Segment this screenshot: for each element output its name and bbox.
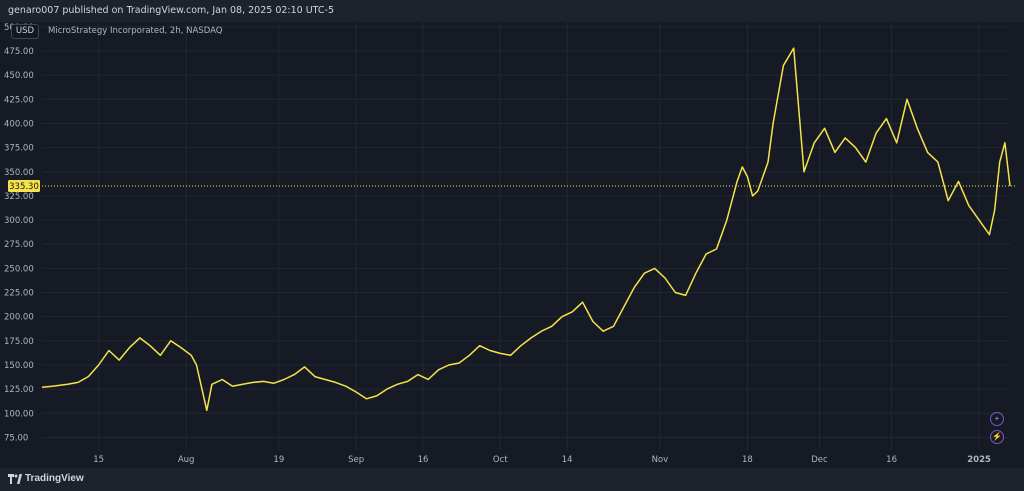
y-tick-label: 125.00	[4, 385, 34, 395]
footer-bar: TradingView	[0, 468, 1024, 491]
y-tick-label: 100.00	[4, 409, 34, 419]
x-tick-label: Aug	[178, 455, 195, 465]
x-tick-label: Oct	[493, 455, 508, 465]
currency-button[interactable]: USD	[11, 24, 39, 39]
lightning-icon[interactable]: ⚡	[990, 430, 1004, 444]
x-tick-label: 19	[273, 455, 284, 465]
chart-pane[interactable]	[0, 22, 1024, 468]
x-tick-label: 2025	[967, 455, 991, 465]
y-tick-label: 175.00	[4, 337, 34, 347]
y-tick-label: 350.00	[4, 168, 34, 178]
y-tick-label: 375.00	[4, 144, 34, 154]
x-tick-label: 15	[93, 455, 104, 465]
y-tick-label: 450.00	[4, 71, 34, 81]
x-tick-label: Sep	[348, 455, 364, 465]
x-tick-label: 14	[562, 455, 573, 465]
y-tick-label: 400.00	[4, 119, 34, 129]
last-price-label: 335.30	[8, 179, 40, 192]
x-tick-label: 18	[742, 455, 753, 465]
x-tick-label: 16	[886, 455, 897, 465]
y-tick-label: 475.00	[4, 47, 34, 57]
last-price-label-bg	[8, 179, 40, 192]
brand-name: TradingView	[25, 473, 84, 484]
symbol-title: MicroStrategy Incorporated, 2h, NASDAQ	[48, 26, 223, 36]
last-price-value: 335.30	[9, 182, 39, 192]
publish-bar: genaro007 published on TradingView.com, …	[0, 0, 1024, 22]
plus-icon[interactable]: +	[990, 412, 1004, 426]
y-axis: 75.00 100.00 125.00 150.00 175.00 200.00 225.0…	[4, 23, 34, 444]
y-tick-label: 225.00	[4, 289, 34, 299]
x-tick-label: Nov	[652, 455, 669, 465]
y-tick-label: 300.00	[4, 216, 34, 226]
price-series-line	[41, 47, 1011, 412]
price-chart[interactable]: 15 Aug 19 Sep 16 Oct 14 Nov 18 Dec 16 2025 75.00 100…	[0, 22, 1024, 468]
y-tick-label: 425.00	[4, 95, 34, 105]
y-tick-label: 200.00	[4, 313, 34, 323]
tradingview-logo-icon	[8, 474, 22, 484]
x-axis: 15 Aug 19 Sep 16 Oct 14 Nov 18 Dec 16 2025	[93, 455, 991, 465]
y-tick-label: 275.00	[4, 240, 34, 250]
x-tick-label: 16	[418, 455, 429, 465]
x-tick-label: Dec	[811, 455, 828, 465]
y-tick-label: 75.00	[4, 433, 28, 443]
y-tick-label: 250.00	[4, 264, 34, 274]
publisher-info: genaro007 published on TradingView.com, …	[8, 5, 335, 16]
grid-lines	[42, 22, 1010, 450]
y-tick-label: 325.00	[4, 192, 34, 202]
y-tick-label: 150.00	[4, 361, 34, 371]
